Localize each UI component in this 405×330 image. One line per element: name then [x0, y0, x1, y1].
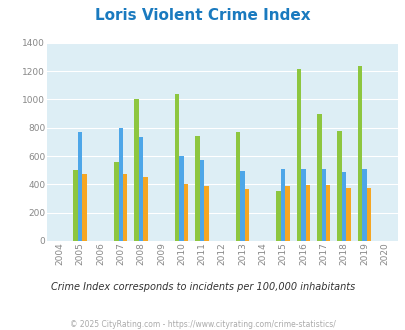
Bar [305, 185, 309, 241]
Bar [179, 156, 183, 241]
Bar [204, 186, 208, 241]
Bar [285, 186, 289, 241]
Bar [280, 170, 285, 241]
Bar [195, 136, 199, 241]
Bar [296, 69, 301, 241]
Bar [78, 132, 82, 241]
Bar [199, 160, 204, 241]
Bar [244, 188, 249, 241]
Bar [123, 175, 127, 241]
Bar [73, 170, 78, 241]
Bar [114, 162, 118, 241]
Text: Loris Violent Crime Index: Loris Violent Crime Index [95, 8, 310, 23]
Bar [276, 191, 280, 241]
Bar [235, 132, 240, 241]
Bar [366, 188, 370, 241]
Bar [240, 171, 244, 241]
Text: © 2025 CityRating.com - https://www.cityrating.com/crime-statistics/: © 2025 CityRating.com - https://www.city… [70, 320, 335, 329]
Bar [82, 175, 87, 241]
Bar [118, 128, 123, 241]
Bar [143, 177, 147, 241]
Bar [134, 99, 139, 241]
Bar [361, 169, 366, 241]
Text: Crime Index corresponds to incidents per 100,000 inhabitants: Crime Index corresponds to incidents per… [51, 282, 354, 292]
Bar [316, 114, 321, 241]
Bar [337, 131, 341, 241]
Bar [175, 94, 179, 241]
Bar [321, 170, 325, 241]
Bar [341, 172, 345, 241]
Bar [325, 185, 330, 241]
Bar [345, 188, 350, 241]
Bar [183, 184, 188, 241]
Bar [139, 137, 143, 241]
Bar [357, 66, 361, 241]
Bar [301, 170, 305, 241]
